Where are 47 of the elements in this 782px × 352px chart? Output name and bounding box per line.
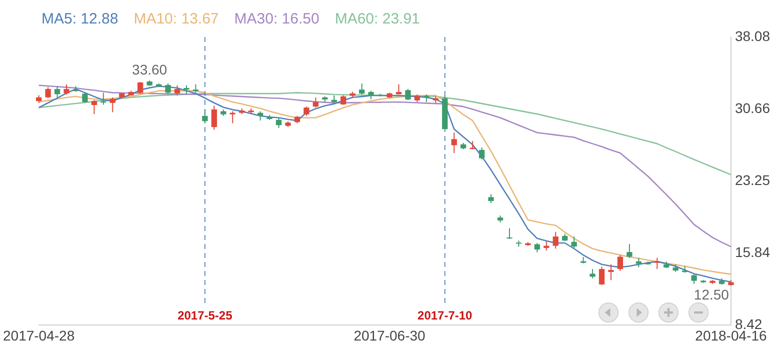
candlestick (202, 108, 208, 124)
candlestick (276, 117, 282, 128)
candlestick (304, 106, 310, 116)
candlestick (257, 110, 264, 122)
candlestick (598, 266, 605, 286)
candlestick (534, 242, 540, 253)
text: MA30: 16.50 (234, 10, 320, 28)
candlestick (358, 82, 365, 96)
annotation: 12.50 (694, 286, 730, 302)
y-tick-label: 15.84 (734, 244, 770, 260)
candlestick (451, 132, 457, 154)
candlestick (211, 105, 217, 130)
candlestick (110, 96, 116, 113)
candlestick (45, 86, 51, 99)
y-tick-label: 23.25 (734, 172, 770, 188)
candlestick (174, 84, 180, 96)
candlestick (138, 81, 144, 94)
candlestick (571, 236, 577, 250)
annotation: 33.60 (132, 61, 168, 78)
candlestick (165, 82, 171, 94)
candlestick (608, 264, 614, 281)
candlestick (91, 100, 98, 115)
text: MA60: 23.91 (334, 10, 420, 28)
candlestick (617, 254, 624, 272)
candlestick (691, 273, 697, 284)
x-tick-label: 2017-7-10 (418, 308, 473, 323)
candlestick (54, 86, 60, 98)
y-tick-label: 30.66 (734, 100, 770, 116)
candlestick (82, 92, 88, 104)
text: MA10: 13.67 (134, 10, 219, 28)
y-tick-label: 38.08 (734, 28, 770, 44)
candlestick (590, 268, 596, 279)
candlestick (506, 228, 512, 240)
candlestick (230, 110, 236, 124)
candlestick (544, 240, 550, 251)
candlestick (312, 96, 318, 108)
candlestick (626, 243, 632, 258)
candlestick (654, 257, 660, 270)
x-tick-label: 2017-06-30 (354, 327, 426, 344)
candlestick (636, 257, 642, 268)
candlestick (478, 146, 485, 160)
candlestick (552, 231, 558, 250)
candlestick (64, 84, 70, 96)
x-tick-label: 2017-04-28 (2, 327, 75, 344)
x-tick-label: 2017-5-25 (178, 308, 233, 323)
candlestick (405, 88, 411, 101)
text: MA5: 12.88 (42, 10, 118, 28)
